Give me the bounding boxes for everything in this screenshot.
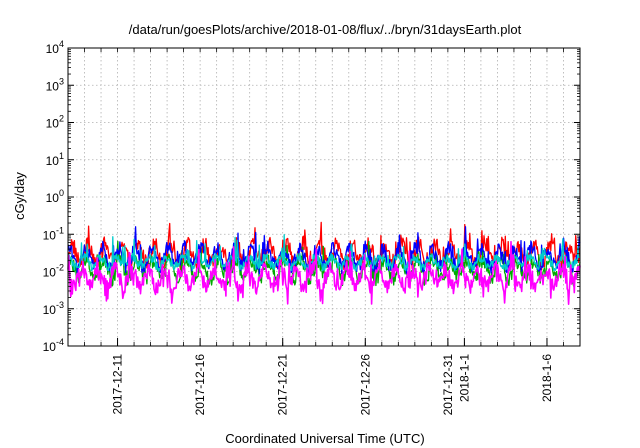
x-tick-label: 2017-12-31 xyxy=(441,354,455,416)
y-tick-label: 104 xyxy=(46,39,64,56)
x-tick-label: 2017-12-26 xyxy=(358,354,372,416)
axes: 10-4 10-3 10-2 10-1 100 101 102 103 104 2017-12-1… xyxy=(43,39,580,415)
series-layer xyxy=(67,221,581,306)
plot-frame xyxy=(67,47,581,347)
y-tick-label: 101 xyxy=(46,151,64,168)
y-tick-label: 103 xyxy=(46,76,64,93)
x-tick-label: 2017-12-16 xyxy=(193,354,207,416)
series-line xyxy=(67,240,581,306)
x-tick-label: 2018-1-6 xyxy=(540,354,554,402)
x-tick-label: 2018-1-1 xyxy=(457,354,471,402)
y-tick-label: 100 xyxy=(46,188,64,205)
x-axis-label: Coordinated Universal Time (UTC) xyxy=(225,431,424,446)
series-line xyxy=(67,234,581,272)
grid xyxy=(68,48,580,346)
y-axis-label: cGy/day xyxy=(12,172,27,220)
x-tick-label: 2017-12-11 xyxy=(111,354,125,415)
y-tick-label: 10-4 xyxy=(43,337,64,354)
x-tick-label: 2017-12-21 xyxy=(276,354,290,416)
y-tick-label: 10-2 xyxy=(43,263,64,280)
y-tick-label: 102 xyxy=(46,114,64,131)
y-tick-label: 10-1 xyxy=(43,225,64,242)
y-tick-label: 10-3 xyxy=(43,300,64,317)
chart-title: /data/run/goesPlots/archive/2018-01-08/f… xyxy=(129,22,522,37)
